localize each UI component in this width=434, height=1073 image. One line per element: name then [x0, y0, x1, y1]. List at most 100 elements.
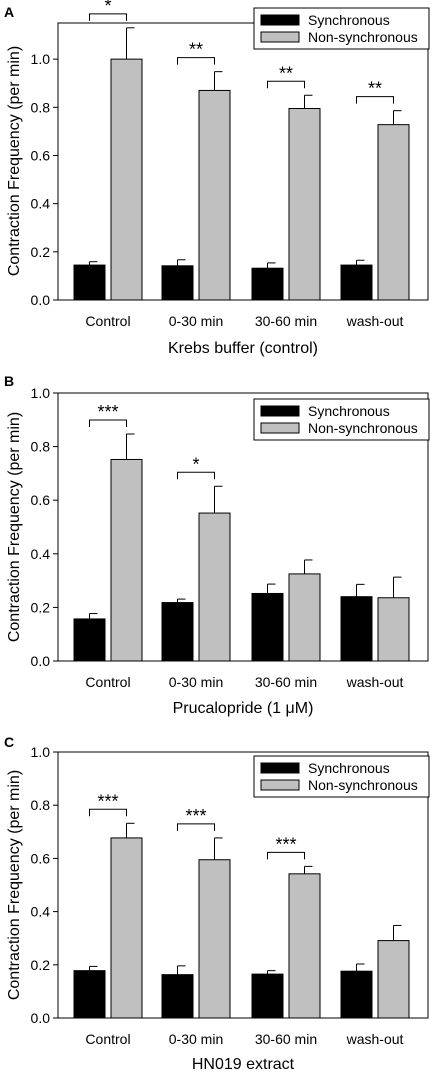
plot-frame	[57, 22, 429, 301]
bar-synchronous	[251, 973, 284, 1019]
bar-synchronous	[340, 264, 373, 301]
significance-bracket	[177, 823, 215, 831]
bar-non-synchronous	[198, 89, 231, 301]
legend-label: Non-synchronous	[308, 777, 418, 793]
x-axis-label: Prucalopride (1 μM)	[173, 700, 314, 717]
x-tick-label: 0-30 min	[169, 313, 223, 329]
y-tick-label: 0.2	[31, 599, 51, 615]
bar-synchronous	[161, 602, 194, 662]
bar-non-synchronous	[110, 458, 143, 662]
y-axis-label: Contraction Frequency (per min)	[6, 412, 23, 642]
x-tick-label: 30-60 min	[255, 313, 317, 329]
bar-synchronous	[73, 618, 106, 662]
y-tick-label: 1.0	[31, 744, 51, 760]
chart-panel-A: A Contraction Frequency (per min) 0.0 0.2 0.…	[4, 0, 430, 357]
plot-frame	[57, 392, 429, 662]
significance-label: **	[368, 79, 382, 99]
bar-non-synchronous	[288, 873, 321, 1019]
significance-bracket	[356, 96, 394, 104]
legend-swatch	[260, 405, 300, 417]
bar-synchronous	[73, 264, 106, 301]
y-tick-label: 0.4	[31, 904, 51, 920]
legend-swatch	[260, 779, 300, 791]
x-axis-label: Krebs buffer (control)	[168, 340, 318, 357]
significance-label: **	[279, 63, 293, 83]
bar-non-synchronous	[377, 597, 410, 662]
x-tick-label: wash-out	[346, 313, 404, 329]
y-tick-label: 0.6	[31, 147, 51, 163]
significance-label: ***	[97, 402, 118, 422]
bar-synchronous	[161, 974, 194, 1019]
y-tick-label: 0.8	[31, 439, 51, 455]
x-tick-label: 30-60 min	[255, 1031, 317, 1047]
bar-synchronous	[73, 970, 106, 1019]
y-tick-label: 0.0	[31, 1010, 51, 1026]
bar-synchronous	[251, 267, 284, 301]
x-tick-label: Control	[85, 674, 130, 690]
legend-label: Synchronous	[308, 403, 390, 419]
significance-bracket	[267, 80, 305, 89]
significance-label: **	[189, 40, 203, 60]
bar-synchronous	[340, 596, 373, 662]
legend-swatch	[260, 31, 300, 43]
y-axis-label: Contraction Frequency (per min)	[6, 770, 23, 1000]
legend-label: Synchronous	[308, 12, 390, 28]
y-tick-label: 0.0	[31, 653, 51, 669]
significance-label: ***	[97, 791, 118, 811]
x-tick-label: 30-60 min	[255, 674, 317, 690]
bar-non-synchronous	[198, 512, 231, 662]
y-tick-label: 0.4	[31, 196, 51, 212]
significance-label: ***	[275, 834, 296, 854]
bar-synchronous	[251, 592, 284, 662]
chart-panel-B: B Contraction Frequency (per min) 0.0 0.2 0.…	[4, 373, 430, 717]
significance-label: *	[192, 454, 199, 474]
significance-label: ***	[185, 806, 206, 826]
x-tick-label: wash-out	[346, 674, 404, 690]
bar-non-synchronous	[110, 837, 143, 1019]
legend-label: Non-synchronous	[308, 29, 418, 45]
y-tick-label: 0.6	[31, 850, 51, 866]
y-tick-label: 1.0	[31, 51, 51, 67]
significance-bracket	[177, 471, 215, 480]
bar-non-synchronous	[288, 108, 321, 301]
y-tick-label: 0.2	[31, 244, 51, 260]
y-tick-label: 0.6	[31, 492, 51, 508]
legend-label: Synchronous	[308, 760, 390, 776]
bar-non-synchronous	[377, 124, 410, 301]
y-tick-label: 0.2	[31, 957, 51, 973]
bar-synchronous	[340, 970, 373, 1019]
panel-letter: A	[4, 4, 14, 20]
bar-non-synchronous	[198, 859, 231, 1019]
x-tick-label: Control	[85, 313, 130, 329]
bar-non-synchronous	[288, 573, 321, 662]
x-tick-label: 0-30 min	[169, 1031, 223, 1047]
legend-swatch	[260, 762, 300, 774]
x-tick-label: Control	[85, 1031, 130, 1047]
y-axis-label: Contraction Frequency (per min)	[6, 46, 23, 276]
legend-swatch	[260, 422, 300, 434]
plot-frame	[57, 751, 429, 1019]
y-tick-label: 0.8	[31, 99, 51, 115]
legend-label: Non-synchronous	[308, 420, 418, 436]
x-tick-label: 0-30 min	[169, 674, 223, 690]
significance-bracket	[89, 419, 127, 428]
x-axis-label: HN019 extract	[192, 1056, 295, 1073]
panel-letter: B	[4, 373, 14, 389]
panel-letter: C	[4, 734, 14, 750]
bar-non-synchronous	[377, 940, 410, 1019]
significance-bracket	[267, 851, 305, 860]
bar-non-synchronous	[110, 58, 143, 301]
y-tick-label: 0.4	[31, 546, 51, 562]
chart-panel-C: C Contraction Frequency (per min) 0.0 0.2 0.…	[4, 734, 430, 1073]
x-tick-label: wash-out	[346, 1031, 404, 1047]
y-tick-label: 0.0	[31, 292, 51, 308]
significance-label: *	[104, 0, 111, 16]
y-tick-label: 1.0	[31, 385, 51, 401]
significance-bracket	[177, 57, 215, 65]
y-tick-label: 0.8	[31, 797, 51, 813]
legend-swatch	[260, 14, 300, 26]
